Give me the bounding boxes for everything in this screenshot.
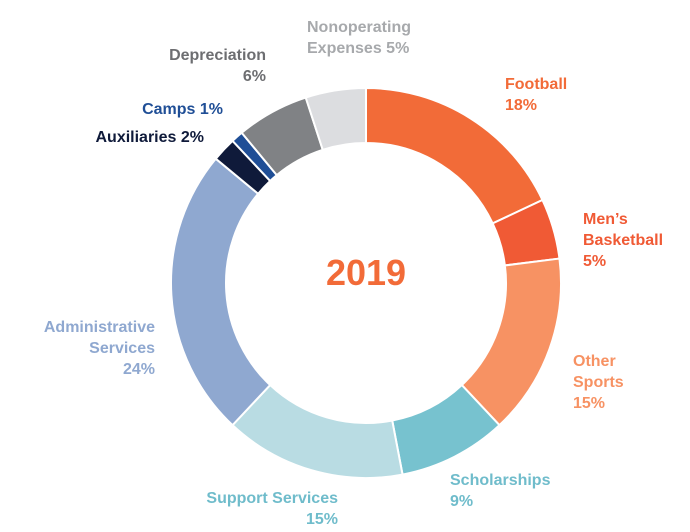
segment-label: Other Sports 15%	[573, 351, 643, 414]
category-label: Depreciation	[169, 47, 266, 64]
value-label: 9%	[450, 493, 474, 510]
segment-label: Men’s Basketball 5%	[583, 209, 683, 272]
category-label: Camps	[142, 101, 196, 118]
segment-label: Camps 1%	[103, 99, 223, 120]
value-label: 2%	[180, 129, 204, 146]
segment-label: Football 18%	[505, 74, 615, 116]
value-label: 24%	[122, 361, 155, 378]
value-label: 15%	[305, 511, 338, 528]
segment-label: Support Services 15%	[138, 488, 338, 530]
value-label: 1%	[199, 101, 223, 118]
value-label: 5%	[386, 40, 410, 57]
segment-label: Administrative Services 24%	[5, 317, 155, 380]
segment-label: Nonoperating Expenses 5%	[307, 17, 452, 59]
segment-label: Scholarships 9%	[450, 470, 590, 512]
value-label: 15%	[573, 395, 606, 412]
category-label: Scholarships	[450, 472, 551, 489]
value-label: 5%	[583, 253, 607, 270]
inner-ring	[226, 143, 506, 423]
value-label: 6%	[242, 68, 266, 85]
segment-label: Auxiliaries 2%	[44, 127, 204, 148]
segment-label: Depreciation 6%	[126, 45, 266, 87]
center-label: 2019	[325, 252, 407, 293]
value-label: 18%	[505, 97, 538, 114]
category-label: Auxiliaries	[95, 129, 177, 146]
category-label: Nonoperating Expenses	[307, 19, 411, 57]
category-label: Football	[505, 76, 568, 93]
category-label: Administrative Services	[43, 319, 155, 357]
category-label: Support Services	[206, 490, 338, 507]
category-label: Other Sports	[573, 353, 624, 391]
category-label: Men’s Basketball	[583, 211, 664, 249]
